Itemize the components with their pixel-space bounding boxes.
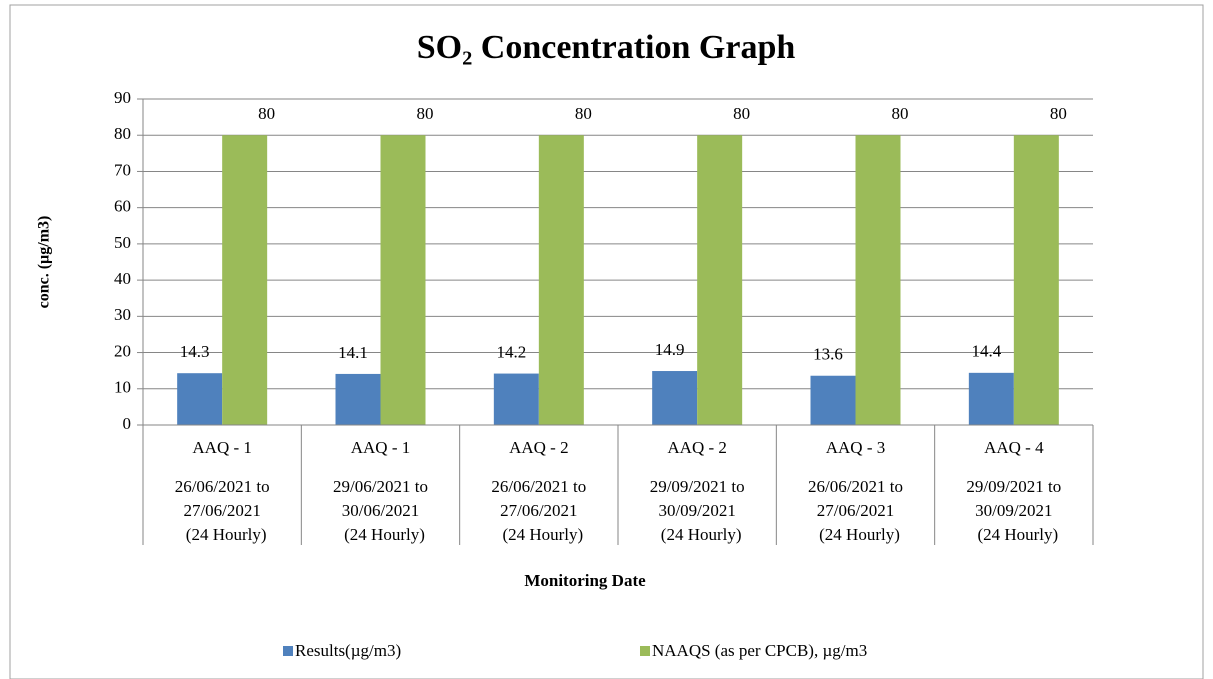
y-tick-label: 40 <box>114 269 131 288</box>
y-tick-label: 60 <box>114 197 131 216</box>
bar <box>652 371 698 425</box>
x-tick-label: (24 Hourly) <box>186 525 267 544</box>
y-tick-label: 0 <box>123 414 132 433</box>
x-tick-label: 26/06/2021 to <box>808 477 903 496</box>
x-tick-label: 29/06/2021 to <box>333 477 428 496</box>
y-tick-label: 30 <box>114 305 131 324</box>
data-label: 80 <box>575 104 592 123</box>
data-label: 80 <box>417 104 434 123</box>
x-tick-label: AAQ - 2 <box>667 438 727 457</box>
data-label: 80 <box>258 104 275 123</box>
x-tick-label: 29/09/2021 to <box>966 477 1061 496</box>
bar <box>1013 135 1059 425</box>
x-tick-label: 30/09/2021 <box>975 501 1052 520</box>
x-tick-label: AAQ - 2 <box>509 438 569 457</box>
x-tick-label: (24 Hourly) <box>819 525 900 544</box>
data-label: 14.3 <box>180 342 210 361</box>
data-label: 14.9 <box>655 340 685 359</box>
y-tick-label: 50 <box>114 233 131 252</box>
x-tick-label: 27/06/2021 <box>183 501 260 520</box>
data-label: 14.1 <box>338 343 368 362</box>
bar <box>855 135 901 425</box>
y-tick-label: 80 <box>114 124 131 143</box>
x-tick-label: AAQ - 4 <box>984 438 1044 457</box>
y-axis-label: conc. (µg/m3) <box>36 216 53 309</box>
x-tick-label: 29/09/2021 to <box>650 477 745 496</box>
x-tick-label: 30/06/2021 <box>342 501 419 520</box>
bar <box>697 135 743 425</box>
x-tick-label: 30/09/2021 <box>658 501 735 520</box>
x-tick-label: 26/06/2021 to <box>491 477 586 496</box>
legend-swatch <box>640 646 650 656</box>
bar <box>335 373 381 425</box>
x-tick-label: (24 Hourly) <box>344 525 425 544</box>
data-label: 80 <box>892 104 909 123</box>
x-axis-label: Monitoring Date <box>524 571 646 590</box>
bar <box>222 135 268 425</box>
x-tick-label: 27/06/2021 <box>817 501 894 520</box>
bar <box>380 135 426 425</box>
x-tick-label: AAQ - 1 <box>351 438 411 457</box>
data-label: 14.4 <box>971 342 1001 361</box>
x-tick-label: (24 Hourly) <box>661 525 742 544</box>
legend-swatch <box>283 646 293 656</box>
y-tick-label: 20 <box>114 341 131 360</box>
bar <box>493 373 539 425</box>
x-tick-label: (24 Hourly) <box>502 525 583 544</box>
bar <box>810 375 856 425</box>
bar <box>538 135 584 425</box>
x-tick-label: 27/06/2021 <box>500 501 577 520</box>
data-label: 80 <box>733 104 750 123</box>
x-tick-label: (24 Hourly) <box>977 525 1058 544</box>
y-tick-label: 90 <box>114 88 131 107</box>
bar <box>968 372 1014 425</box>
data-label: 13.6 <box>813 345 843 364</box>
bar <box>177 373 223 425</box>
y-tick-label: 10 <box>114 378 131 397</box>
x-tick-label: 26/06/2021 to <box>175 477 270 496</box>
legend-label: Results(µg/m3) <box>295 641 401 660</box>
chart-frame <box>9 4 1204 679</box>
y-tick-label: 70 <box>114 160 131 179</box>
data-label: 80 <box>1050 104 1067 123</box>
data-label: 14.2 <box>496 342 526 361</box>
chart-title: SO₂ Concentration Graph <box>417 29 796 66</box>
legend-label: NAAQS (as per CPCB), µg/m3 <box>652 641 867 660</box>
x-tick-label: AAQ - 1 <box>192 438 252 457</box>
x-tick-label: AAQ - 3 <box>826 438 886 457</box>
